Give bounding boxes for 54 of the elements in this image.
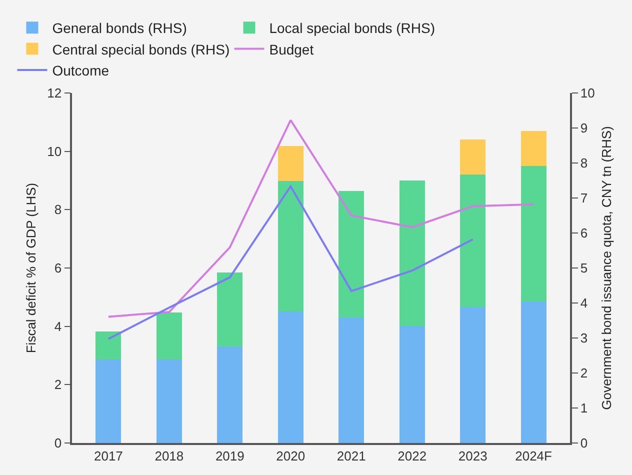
y-tick-label: 8 bbox=[54, 202, 62, 218]
y2-tick-label: 5 bbox=[580, 260, 588, 276]
y-tick-label: 4 bbox=[54, 318, 62, 334]
legend-label: General bonds (RHS) bbox=[52, 20, 187, 36]
y-tick-label: 6 bbox=[54, 260, 62, 276]
bar bbox=[460, 140, 486, 175]
x-tick-label: 2018 bbox=[154, 448, 184, 464]
bar bbox=[460, 307, 486, 443]
x-tick-label: 2021 bbox=[336, 448, 366, 464]
y-tick-label: 0 bbox=[54, 436, 62, 451]
bar bbox=[156, 312, 182, 360]
y-axis-title: Fiscal deficit % of GDP (LHS) bbox=[24, 182, 39, 354]
y-tick-label: 12 bbox=[47, 86, 62, 101]
bar bbox=[520, 130, 546, 166]
bar bbox=[520, 166, 546, 302]
y2-axis-title: Government bond issuance quota, CNY tn (RHS) bbox=[598, 126, 614, 410]
x-tick-label: 2020 bbox=[276, 448, 306, 464]
bar bbox=[278, 311, 304, 443]
bar bbox=[399, 326, 425, 443]
x-tick-label: 2017 bbox=[94, 448, 123, 464]
bar bbox=[338, 191, 364, 318]
bar bbox=[278, 146, 304, 181]
y2-tick-label: 9 bbox=[580, 120, 588, 136]
bar bbox=[338, 317, 364, 443]
bar bbox=[217, 272, 243, 346]
y2-tick-label: 6 bbox=[580, 226, 588, 241]
bar bbox=[520, 302, 546, 443]
y-tick-label: 10 bbox=[47, 144, 62, 159]
y2-tick-label: 10 bbox=[580, 86, 595, 101]
bar bbox=[156, 360, 182, 443]
line-series bbox=[107, 185, 474, 340]
y-tick-label: 2 bbox=[54, 377, 62, 392]
line-series bbox=[107, 119, 535, 318]
x-tick-label: 2024F bbox=[515, 448, 552, 464]
y2-tick-label: 4 bbox=[580, 296, 588, 311]
y2-tick-label: 1 bbox=[580, 400, 588, 416]
bar bbox=[217, 346, 243, 443]
legend-label: Outcome bbox=[52, 62, 110, 78]
x-tick-label: 2019 bbox=[215, 448, 244, 464]
x-tick-label: 2022 bbox=[398, 448, 427, 464]
bar bbox=[96, 332, 122, 360]
y2-tick-label: 7 bbox=[580, 190, 588, 206]
y2-tick-label: 8 bbox=[580, 156, 588, 171]
legend-label: Budget bbox=[269, 41, 314, 58]
legend-label: Local special bonds (RHS) bbox=[269, 20, 435, 36]
bar bbox=[460, 174, 486, 308]
bar bbox=[399, 180, 425, 326]
x-tick-label: 2023 bbox=[458, 448, 488, 464]
y2-tick-label: 2 bbox=[580, 366, 588, 381]
y2-tick-label: 3 bbox=[580, 330, 588, 346]
y2-tick-label: 0 bbox=[580, 436, 588, 451]
bar bbox=[96, 360, 122, 443]
legend-label: Central special bonds (RHS) bbox=[52, 41, 230, 58]
bar bbox=[278, 180, 304, 312]
